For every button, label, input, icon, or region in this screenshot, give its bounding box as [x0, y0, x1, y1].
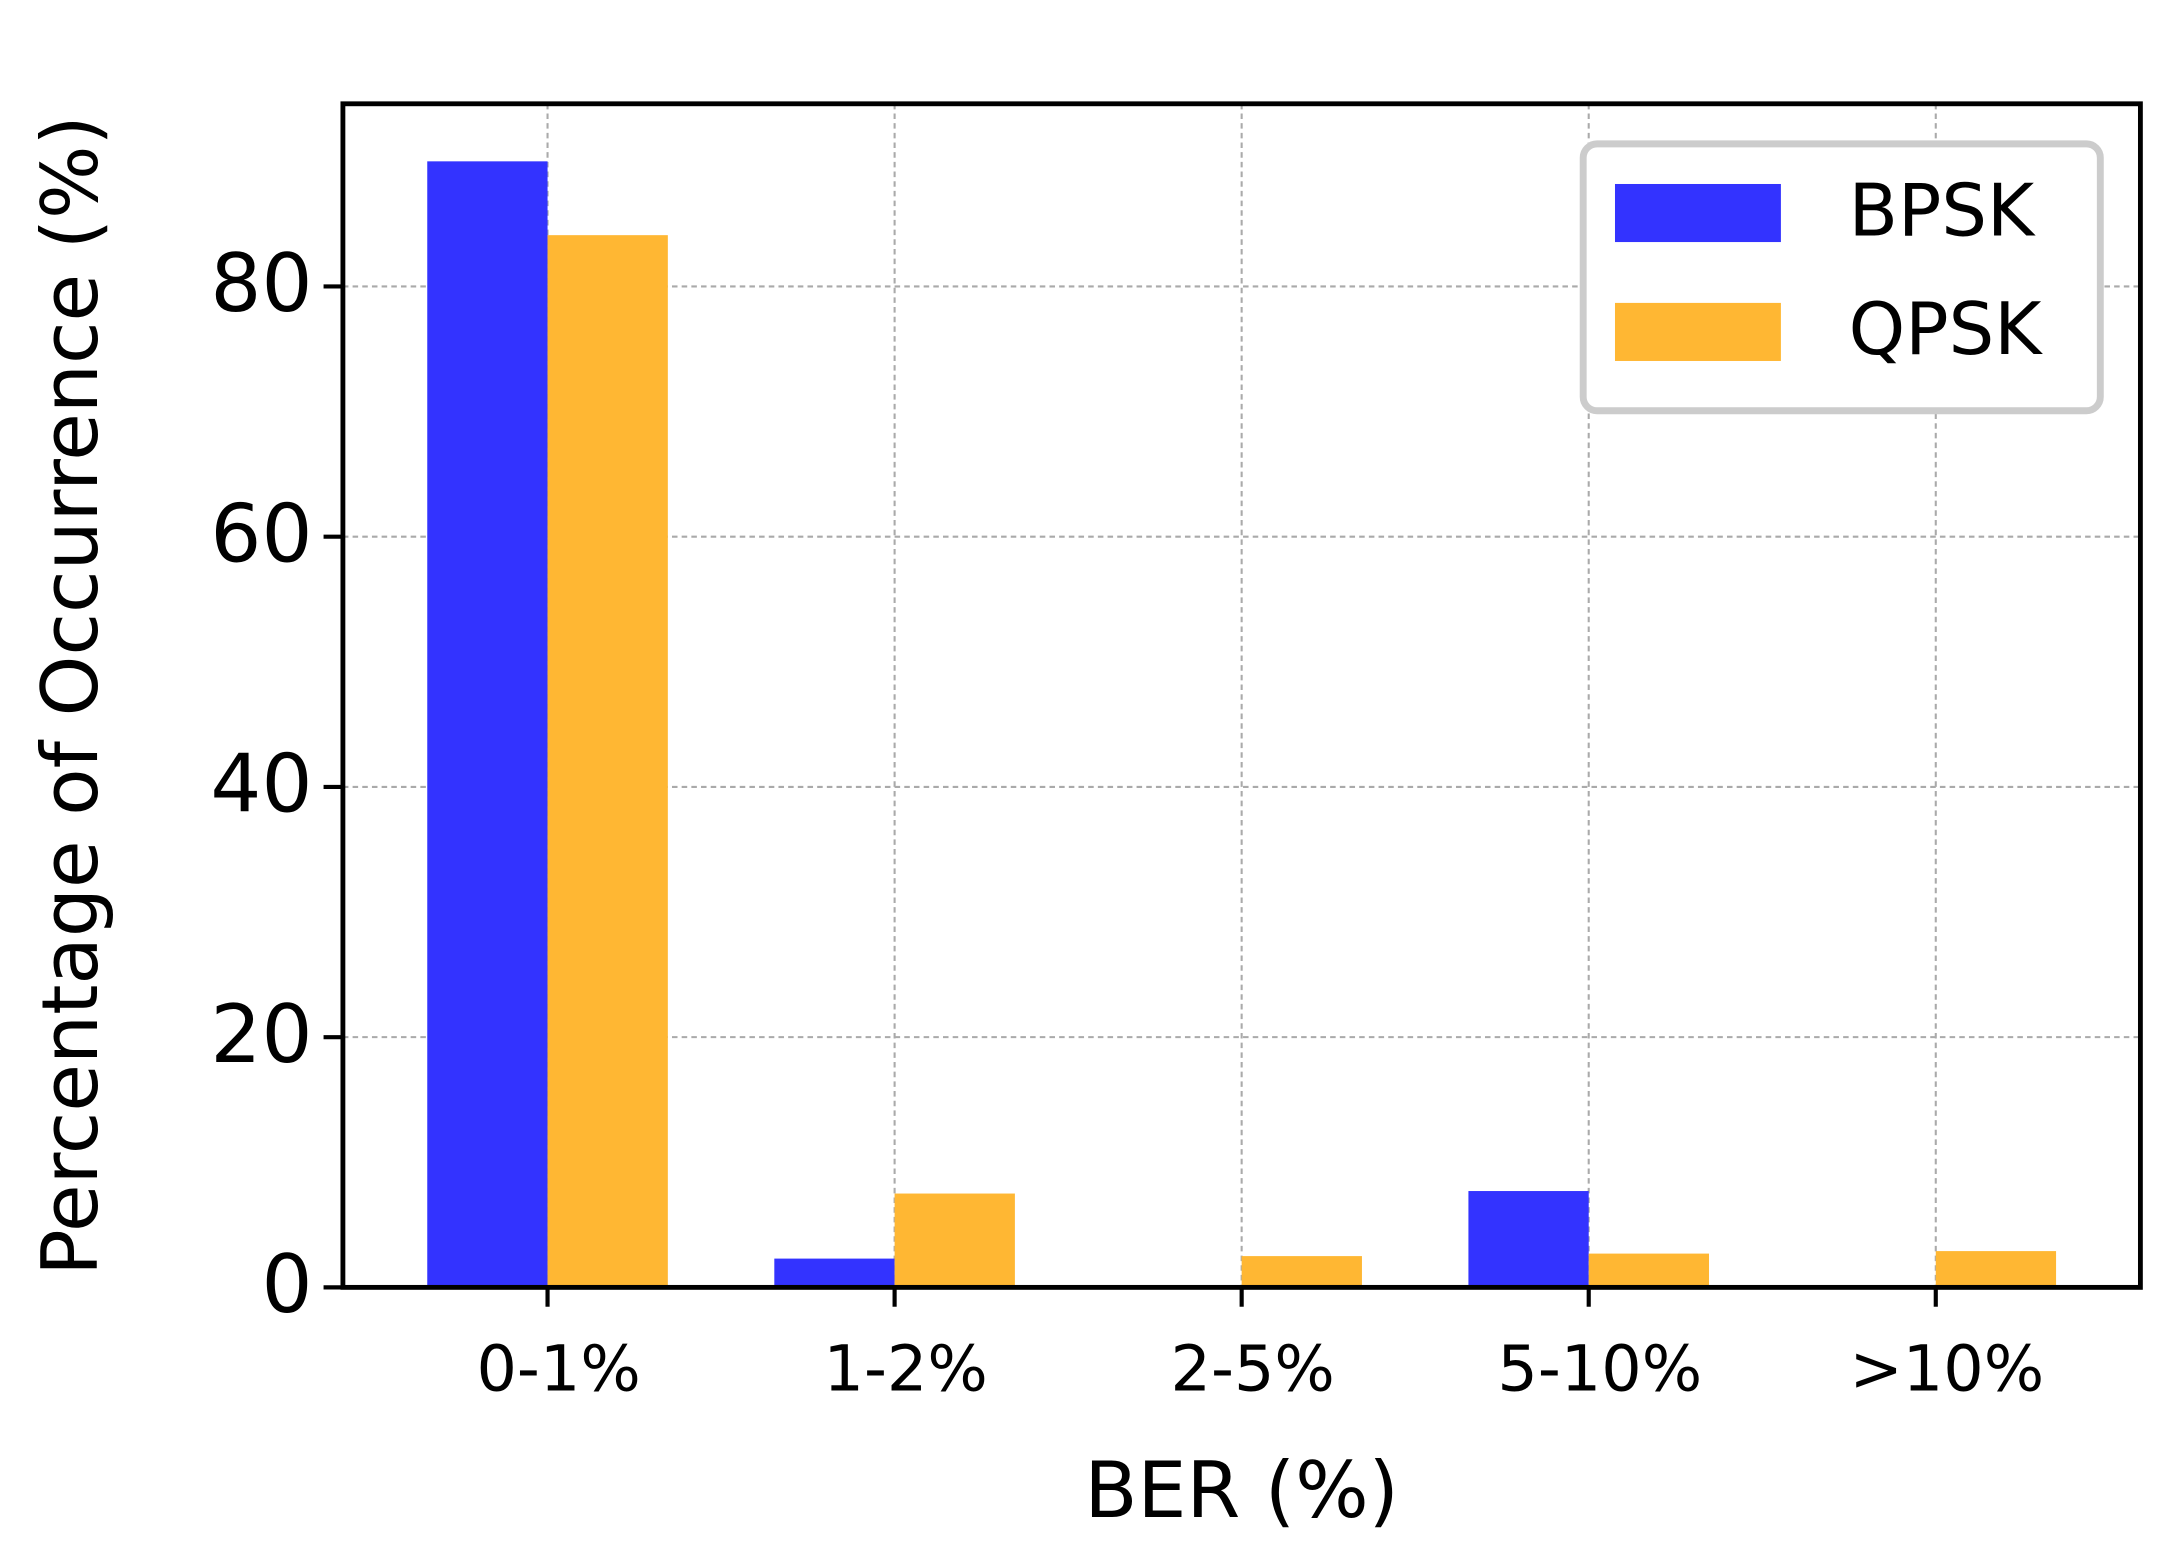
bar: [427, 161, 548, 1288]
bar: [774, 1258, 895, 1288]
x-tick-label: 0-1%: [476, 1332, 640, 1406]
y-tick-label: 60: [210, 487, 312, 580]
y-axis-label: Percentage of Occurrence (%): [26, 115, 116, 1276]
plot-frame: [340, 101, 2143, 1290]
legend-label: QPSK: [1849, 287, 2044, 371]
y-tick-label: 0: [261, 1238, 312, 1331]
bar: [1588, 1253, 1710, 1288]
x-tick-label: 1-2%: [824, 1332, 988, 1406]
legend-label: BPSK: [1849, 168, 2036, 252]
bar: [1241, 1256, 1362, 1288]
legend-swatch: [1614, 183, 1781, 243]
x-tick-label: 5-10%: [1497, 1332, 1702, 1406]
bar: [547, 235, 668, 1288]
x-axis-label: BER (%): [1084, 1446, 1398, 1536]
x-tick-label: >10%: [1850, 1332, 2045, 1406]
x-tick-label: 2-5%: [1171, 1332, 1335, 1406]
y-tick-label: 20: [210, 988, 312, 1081]
legend-swatch: [1614, 302, 1781, 361]
bar: [1935, 1251, 2057, 1288]
bar: [894, 1193, 1015, 1288]
bar: [1468, 1191, 1589, 1288]
y-tick-label: 40: [210, 738, 312, 831]
y-tick-label: 80: [210, 237, 312, 330]
